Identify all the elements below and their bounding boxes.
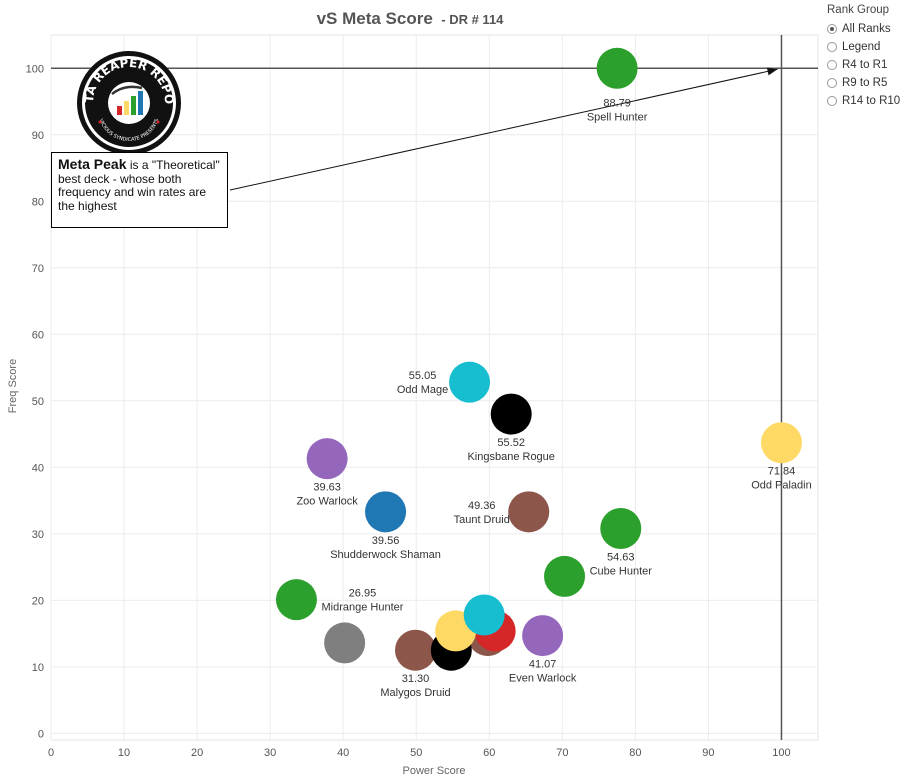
data-point[interactable] (324, 622, 366, 664)
rank-option-label: Legend (842, 41, 881, 53)
radio-button-icon[interactable] (827, 78, 837, 88)
point-name-label: Kingsbane Rogue (467, 451, 554, 463)
radio-button-icon[interactable] (827, 96, 837, 106)
x-tick-label: 50 (410, 747, 422, 759)
y-tick-label: 50 (32, 396, 44, 408)
data-point[interactable] (490, 393, 532, 435)
point-score-label: 49.36 (468, 500, 496, 512)
y-tick-label: 80 (32, 196, 44, 208)
point-name-label: Midrange Hunter (321, 602, 403, 614)
y-tick-label: 90 (32, 130, 44, 142)
annotation-text: is a "Theoretical" best deck - whose bot… (58, 158, 220, 213)
arrow-head (766, 67, 778, 76)
data-point[interactable] (395, 629, 437, 671)
radio-button-icon[interactable] (827, 24, 837, 34)
point-score-label: 55.05 (409, 370, 437, 382)
rank-option[interactable]: Legend (827, 38, 915, 56)
data-point[interactable] (600, 508, 642, 549)
data-point[interactable] (306, 438, 348, 480)
scatter-points: 88.79 Spell Hunter 55.05 Odd Mage 55.52 Kings… (275, 47, 812, 699)
point-score-label: 31.30 (402, 673, 430, 685)
y-axis-label: Freq Score (7, 359, 19, 413)
data-point[interactable] (508, 491, 550, 533)
meta-peak-arrow (229, 67, 778, 191)
point-score-label: 71.84 (768, 466, 796, 478)
y-tick-label: 20 (32, 595, 44, 607)
rank-option[interactable]: R14 to R10 (827, 92, 915, 110)
rank-group-filter: Rank Group All Ranks Legend R4 to R1 R9 to … (827, 4, 915, 110)
data-point[interactable] (463, 594, 505, 636)
x-tick-label: 100 (772, 747, 790, 759)
x-tick-label: 70 (556, 747, 568, 759)
arrow-line (229, 68, 778, 191)
chart-title: vS Meta Score - DR # 114 (317, 9, 505, 28)
x-tick-label: 20 (191, 747, 203, 759)
y-tick-label: 60 (32, 329, 44, 341)
point-name-label: Taunt Druid (454, 514, 510, 526)
y-tick-label: 10 (32, 662, 44, 674)
rank-option[interactable]: All Ranks (827, 20, 915, 38)
x-tick-label: 10 (118, 747, 130, 759)
y-tick-label: 100 (26, 63, 44, 75)
point-score-label: 55.52 (497, 437, 525, 449)
radio-button-icon[interactable] (827, 42, 837, 52)
y-tick-label: 70 (32, 263, 44, 275)
point-score-label: 39.56 (372, 535, 400, 547)
point-name-label: Shudderwock Shaman (330, 549, 441, 561)
rank-group-title: Rank Group (827, 4, 890, 16)
axes: 0 10 20 30 40 50 60 70 80 90 100 0 10 20 30 40 50 60 70 80 9… (26, 63, 791, 759)
point-name-label: Odd Mage (397, 384, 448, 396)
point-score-label: 26.95 (349, 588, 377, 600)
data-point[interactable] (365, 491, 407, 533)
rank-option-label: R9 to R5 (842, 77, 888, 89)
rank-option[interactable]: R9 to R5 (827, 74, 915, 92)
x-tick-label: 0 (48, 747, 54, 759)
data-reaper-logo: DATA REAPER REPORT VICIOUS SYNDICATE PRE… (71, 39, 182, 156)
chart-subtitle: - DR # 114 (441, 12, 504, 27)
data-point[interactable] (522, 615, 564, 657)
x-tick-label: 30 (264, 747, 276, 759)
logo-badge-icon: DATA REAPER REPORT VICIOUS SYNDICATE PRE… (71, 39, 181, 155)
rank-option-label: R14 to R10 (842, 95, 901, 107)
rank-option-label: R4 to R1 (842, 59, 888, 71)
data-point[interactable] (760, 422, 802, 464)
annotation-title: Meta Peak (58, 156, 127, 172)
data-point[interactable] (275, 579, 317, 621)
point-score-label: 39.63 (313, 482, 341, 494)
data-point[interactable] (596, 47, 638, 89)
chart-title-main: vS Meta Score (317, 9, 433, 28)
radio-button-icon[interactable] (827, 60, 837, 70)
y-tick-label: 0 (38, 728, 44, 740)
x-tick-label: 60 (483, 747, 495, 759)
data-point[interactable] (449, 361, 491, 403)
rank-option[interactable]: R4 to R1 (827, 56, 915, 74)
point-name-label: Cube Hunter (590, 566, 653, 578)
x-tick-label: 90 (702, 747, 714, 759)
y-tick-label: 40 (32, 462, 44, 474)
x-tick-label: 80 (629, 747, 641, 759)
point-score-label: 54.63 (607, 552, 635, 564)
point-name-label: Malygos Druid (380, 687, 450, 699)
data-point[interactable] (544, 555, 586, 597)
point-name-label: Zoo Warlock (296, 496, 358, 508)
x-tick-label: 40 (337, 747, 349, 759)
rank-option-label: All Ranks (842, 23, 891, 35)
point-score-label: 88.79 (603, 97, 631, 109)
point-name-label: Even Warlock (509, 673, 577, 685)
y-tick-label: 30 (32, 529, 44, 541)
point-score-label: 41.07 (529, 659, 557, 671)
point-name-label: Odd Paladin (751, 480, 812, 492)
meta-peak-annotation: Meta Peak is a "Theoretical" best deck -… (51, 152, 228, 228)
point-name-label: Spell Hunter (587, 111, 648, 123)
x-axis-label: Power Score (403, 765, 466, 777)
